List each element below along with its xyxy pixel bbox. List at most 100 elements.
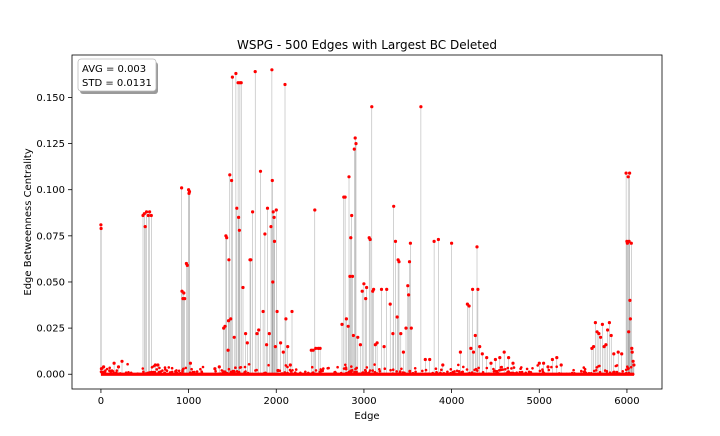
baseline-point [141, 367, 145, 370]
y-tick-label: 0.000 [36, 370, 65, 381]
data-point [116, 365, 121, 369]
data-point [226, 348, 230, 352]
baseline-point [500, 365, 504, 369]
data-point [631, 359, 635, 363]
data-point [408, 241, 412, 245]
baseline-point [190, 367, 193, 371]
data-point [275, 309, 279, 314]
y-tick-label: 0.025 [36, 324, 65, 335]
baseline-point [631, 372, 635, 376]
baseline-point [167, 366, 171, 369]
data-point [356, 335, 360, 339]
data-point [223, 324, 227, 328]
data-point [237, 215, 241, 219]
baseline-point [621, 370, 624, 373]
data-point [507, 356, 511, 360]
baseline-point [257, 372, 260, 376]
data-point [314, 346, 318, 350]
baseline-point [597, 365, 600, 368]
data-point [407, 293, 411, 297]
data-point [489, 361, 493, 365]
baseline-point [304, 370, 307, 374]
baseline-point [243, 365, 247, 369]
baseline-point [485, 366, 489, 370]
baseline-point [275, 372, 279, 376]
baseline-point [371, 372, 375, 376]
baseline-point [250, 372, 254, 376]
baseline-point [627, 371, 631, 375]
baseline-point [421, 369, 424, 373]
data-point [182, 291, 186, 295]
data-point [628, 298, 632, 302]
baseline-point [220, 369, 224, 372]
data-point [395, 315, 399, 319]
data-point [592, 345, 596, 349]
baseline-point [457, 370, 461, 373]
data-point [311, 348, 315, 352]
baseline-point [454, 372, 458, 376]
data-point [555, 356, 559, 360]
data-point [188, 361, 192, 365]
data-point [609, 333, 613, 338]
data-point [245, 341, 249, 345]
baseline-point [509, 372, 513, 375]
data-point [542, 361, 546, 365]
data-point [255, 332, 259, 336]
baseline-point [373, 363, 376, 366]
y-tick-label: 0.100 [36, 185, 65, 196]
baseline-point [115, 369, 119, 372]
x-tick-label: 4000 [439, 396, 464, 407]
baseline-point [512, 366, 516, 369]
data-point [271, 280, 275, 284]
baseline-point [176, 371, 179, 375]
baseline-point [458, 372, 462, 376]
data-point [628, 171, 632, 175]
baseline-point [440, 368, 443, 372]
baseline-point [355, 366, 359, 370]
baseline-point [414, 370, 417, 374]
baseline-point [520, 366, 523, 369]
baseline-point [114, 372, 118, 375]
baseline-point [322, 367, 325, 370]
baseline-point [552, 372, 556, 376]
data-point [228, 173, 232, 177]
baseline-point [158, 366, 161, 370]
y-tick-label: 0.125 [36, 139, 65, 150]
baseline-point [221, 371, 225, 375]
baseline-point [598, 370, 602, 374]
data-point [600, 322, 605, 326]
data-point [476, 287, 480, 291]
data-point [364, 297, 368, 301]
data-point [112, 361, 116, 365]
data-point [286, 345, 290, 349]
baseline-point [468, 371, 471, 375]
data-point [232, 335, 236, 339]
data-point [99, 367, 103, 371]
baseline-point [174, 370, 177, 373]
baseline-point [502, 372, 506, 376]
baseline-point [339, 371, 343, 375]
data-point [407, 260, 412, 264]
data-point [227, 258, 231, 262]
data-point [234, 71, 238, 76]
data-points [99, 68, 636, 373]
baseline-point [254, 369, 257, 372]
baseline-point [462, 365, 465, 369]
baseline-point [613, 370, 616, 374]
baseline-point [473, 368, 476, 372]
baseline-point [538, 369, 542, 373]
baseline-point [449, 368, 453, 371]
baseline-point [283, 371, 287, 374]
baseline-point [527, 370, 531, 374]
data-point [272, 239, 277, 243]
data-point [471, 350, 476, 354]
baseline-point [280, 372, 284, 375]
baseline-point [246, 371, 250, 375]
baseline-point [622, 372, 626, 376]
data-point [368, 237, 372, 242]
baseline-point [306, 372, 310, 376]
baseline-point [314, 369, 318, 372]
data-point [428, 357, 432, 362]
baseline-point [378, 368, 381, 371]
baseline-point [401, 371, 405, 374]
